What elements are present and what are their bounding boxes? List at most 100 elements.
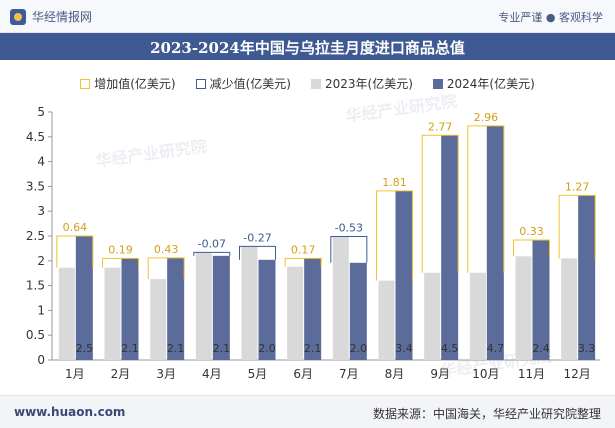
bar-2023 [424,272,441,360]
increase-marker [284,257,322,267]
x-tick-label: 4月 [202,367,222,381]
bar-2023 [515,256,532,360]
footer-website[interactable]: www.huaon.com [14,405,126,419]
bar-2023 [195,252,212,360]
legend-swatch-2024 [432,78,443,89]
chart-title: 2023-2024年中国与乌拉圭月度进口商品总值 [150,39,465,57]
change-label: -0.27 [243,231,271,244]
bar-2023 [561,258,578,360]
x-tick-label: 12月 [564,367,591,381]
change-label: 0.19 [108,243,133,256]
bar-2023 [150,279,167,360]
y-tick-label: 4 [37,155,45,169]
bar-2023 [287,266,304,360]
x-tick-label: 6月 [293,367,313,381]
x-tick-label: 9月 [430,367,450,381]
footer-bar: www.huaon.com 数据来源：中国海关，华经产业研究院整理 [0,395,615,428]
bar-2024 [395,190,413,360]
bar-2024 [578,195,596,360]
bar-2024 [75,236,93,360]
y-tick-label: 3 [37,204,45,218]
decrease-marker [239,245,276,260]
increase-marker [513,239,550,257]
x-tick-label: 7月 [339,367,359,381]
brand-logo-icon [10,8,26,25]
x-tick-label: 8月 [385,367,405,381]
bar-2024 [441,135,459,360]
x-tick-label: 10月 [472,367,499,381]
y-tick-label: 1.5 [26,279,45,293]
increase-marker [56,235,94,268]
legend-label-2023: 2023年(亿美元) [324,77,413,91]
change-label: 2.77 [428,120,453,133]
x-tick-label: 5月 [248,367,268,381]
legend-label-increase: 增加值(亿美元) [94,77,176,91]
x-tick-label: 11月 [518,367,545,381]
chart-legend: 增加值(亿美元) 减少值(亿美元) 2023年(亿美元) 2024年(亿美元) [0,75,615,92]
title-bar: 2023-2024年中国与乌拉圭月度进口商品总值 [0,33,615,60]
bar-2023 [378,280,395,360]
bar-2024-value-label: 3.3 [578,342,596,355]
bar-2023 [241,246,258,360]
bar-2024 [121,258,139,360]
bar-2024-value-label: 2.1 [304,342,322,355]
header-bar: 华经情报网 专业严谨 ● 客观科学 [0,0,615,33]
change-label: -0.53 [335,221,363,234]
bar-2023 [332,236,349,360]
legend-item-2023: 2023年(亿美元) [310,75,413,92]
bar-2024-value-label: 2.0 [258,342,276,355]
bar-2023 [58,267,75,360]
decrease-marker [193,251,231,256]
brand[interactable]: 华经情报网 [10,8,92,25]
legend-label-decrease: 减少值(亿美元) [209,77,291,91]
increase-marker [421,134,459,273]
change-label: 0.64 [63,221,88,234]
bar-2024-value-label: 2.1 [213,342,231,355]
bar-2024-value-label: 4.5 [441,342,459,355]
bar-2024 [532,239,550,360]
bar-2024 [212,255,230,360]
x-tick-label: 1月 [65,367,85,381]
footer-source: 数据来源：中国海关，华经产业研究院整理 [372,407,601,421]
y-tick-label: 5 [37,105,45,119]
legend-swatch-increase [80,78,91,89]
change-label: 0.33 [519,225,544,238]
y-tick-label: 2 [37,254,45,268]
decrease-marker [330,235,368,263]
bar-2024 [349,262,367,360]
y-tick-label: 0 [37,353,45,367]
bar-2024 [304,258,322,360]
tagline: 专业严谨 ● 客观科学 [498,11,603,24]
change-label: 0.17 [291,243,316,256]
increase-marker [558,194,596,259]
change-label: 2.96 [474,111,499,124]
x-tick-label: 3月 [156,367,176,381]
bar-2024 [167,257,185,360]
legend-item-decrease: 减少值(亿美元) [195,75,291,92]
bar-2024-value-label: 2.0 [350,342,368,355]
y-tick-label: 4.5 [26,130,45,144]
bar-2023 [469,272,486,360]
legend-swatch-decrease [195,78,206,89]
y-tick-label: 3.5 [26,179,45,193]
change-label: 1.27 [565,180,590,193]
y-tick-label: 2.5 [26,229,45,243]
legend-label-2024: 2024年(亿美元) [446,77,535,91]
bar-2024-value-label: 2.1 [167,342,185,355]
increase-marker [147,257,185,280]
legend-item-2024: 2024年(亿美元) [432,75,535,92]
legend-item-increase: 增加值(亿美元) [80,75,176,92]
change-label: -0.07 [198,237,226,250]
y-tick-label: 0.5 [26,328,45,342]
chart-svg: 0 0.5 1 1.5 2 2.5 3 3.5 4 4.5 5 0.64 2.5 1月 0.19 2.1 2月 0… [26,105,600,381]
bar-2024-value-label: 3.4 [395,342,413,355]
bar-2024-value-label: 2.5 [76,342,94,355]
y-tick-label: 1 [37,303,45,317]
increase-marker [467,125,505,273]
bar-2024 [258,259,276,360]
x-tick-label: 2月 [111,367,131,381]
increase-marker [102,257,139,268]
legend-swatch-2023 [310,78,321,89]
brand-name: 华经情报网 [32,10,93,24]
bar-2024 [486,125,504,360]
